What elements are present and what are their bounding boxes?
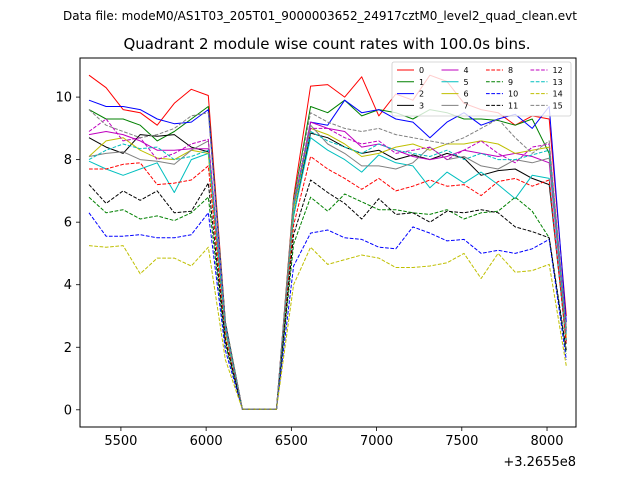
series-line-4 bbox=[88, 121, 567, 410]
legend-label-5: 5 bbox=[464, 78, 469, 87]
y-tick-label: 6 bbox=[64, 216, 72, 231]
x-tick-label: 5500 bbox=[104, 434, 137, 449]
legend-label-12: 12 bbox=[553, 66, 563, 75]
legend-label-1: 1 bbox=[419, 78, 424, 87]
series-line-8 bbox=[89, 156, 567, 410]
series-line-7 bbox=[88, 124, 567, 410]
series-line-9 bbox=[88, 193, 567, 410]
y-tick-label: 0 bbox=[64, 403, 72, 418]
x-tick-label: 8000 bbox=[530, 434, 563, 449]
legend-label-0: 0 bbox=[419, 66, 424, 75]
series-line-11 bbox=[88, 179, 567, 410]
x-tick-label: 6000 bbox=[190, 434, 223, 449]
x-tick-label: 6500 bbox=[275, 434, 308, 449]
legend-label-3: 3 bbox=[419, 101, 424, 110]
legend-label-14: 14 bbox=[553, 90, 563, 99]
x-tick-label: 7500 bbox=[445, 434, 478, 449]
legend-label-4: 4 bbox=[464, 66, 469, 75]
series-line-14 bbox=[88, 245, 567, 410]
legend-label-15: 15 bbox=[553, 101, 563, 110]
chart-suptitle: Data file: modeM0/AS1T03_205T01_90000036… bbox=[63, 9, 577, 23]
x-tick-label: 7000 bbox=[360, 434, 393, 449]
series-line-13 bbox=[88, 131, 567, 410]
x-offset-label: +3.2655e8 bbox=[503, 455, 576, 470]
y-tick-label: 10 bbox=[55, 91, 72, 106]
series-line-15 bbox=[88, 109, 567, 410]
legend-label-9: 9 bbox=[508, 78, 513, 87]
plot-frame bbox=[79, 57, 577, 428]
series-line-10 bbox=[88, 212, 567, 410]
series-line-6 bbox=[88, 127, 567, 410]
legend-box bbox=[391, 61, 572, 117]
axis-layer: 5500 6000 6500 7000 7500 8000 0 2 4 6 8 10 bbox=[55, 91, 563, 449]
legend-label-2: 2 bbox=[419, 90, 424, 99]
series-line-2 bbox=[88, 99, 567, 410]
y-tick-label: 4 bbox=[64, 278, 72, 293]
chart-title: Quadrant 2 module wise count rates with … bbox=[123, 35, 530, 53]
legend-label-10: 10 bbox=[508, 90, 518, 99]
series-layer bbox=[88, 74, 567, 410]
legend-label-6: 6 bbox=[464, 90, 469, 99]
legend-label-13: 13 bbox=[553, 78, 563, 87]
y-tick-label: 2 bbox=[64, 341, 72, 356]
series-line-5 bbox=[88, 137, 567, 410]
y-tick-label: 8 bbox=[64, 153, 72, 168]
legend-label-8: 8 bbox=[508, 66, 513, 75]
legend-label-7: 7 bbox=[464, 101, 469, 110]
legend-label-11: 11 bbox=[508, 101, 518, 110]
series-line-3 bbox=[88, 132, 567, 410]
